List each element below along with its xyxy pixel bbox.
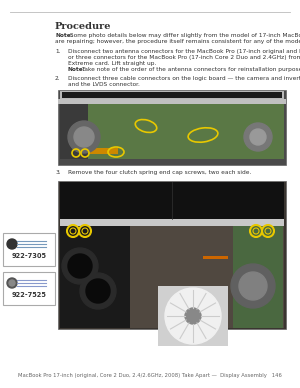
Text: Procedure: Procedure: [55, 22, 112, 31]
Circle shape: [7, 278, 17, 288]
FancyBboxPatch shape: [60, 91, 284, 99]
FancyBboxPatch shape: [60, 104, 88, 159]
Circle shape: [80, 273, 116, 309]
Circle shape: [7, 239, 17, 249]
FancyBboxPatch shape: [58, 99, 286, 104]
Text: Note:: Note:: [68, 67, 86, 72]
Text: 922-7305: 922-7305: [11, 253, 46, 259]
Circle shape: [231, 264, 275, 308]
Circle shape: [86, 279, 110, 303]
Text: Note:: Note:: [55, 33, 73, 38]
FancyBboxPatch shape: [3, 272, 55, 305]
Circle shape: [244, 123, 272, 151]
FancyBboxPatch shape: [158, 286, 228, 346]
FancyBboxPatch shape: [60, 226, 130, 328]
Text: Remove the four clutch spring end cap screws, two each side.: Remove the four clutch spring end cap sc…: [68, 170, 251, 175]
FancyBboxPatch shape: [60, 226, 284, 328]
Circle shape: [62, 248, 98, 284]
Circle shape: [68, 254, 92, 278]
FancyBboxPatch shape: [88, 148, 118, 154]
FancyBboxPatch shape: [60, 104, 284, 159]
Text: 3.: 3.: [55, 170, 61, 175]
Circle shape: [239, 272, 267, 300]
Circle shape: [250, 129, 266, 145]
FancyBboxPatch shape: [58, 181, 286, 329]
Text: or three connectors for the MacBook Pro (17-inch Core 2 Duo and 2.4GHz) from the: or three connectors for the MacBook Pro …: [68, 55, 300, 60]
Circle shape: [74, 127, 94, 147]
FancyBboxPatch shape: [233, 226, 283, 328]
Text: Disconnect two antenna connectors for the MacBook Pro (17-inch original and Earl: Disconnect two antenna connectors for th…: [68, 49, 300, 54]
Circle shape: [165, 288, 221, 344]
FancyBboxPatch shape: [60, 182, 284, 220]
Circle shape: [68, 121, 100, 153]
Circle shape: [9, 280, 15, 286]
FancyBboxPatch shape: [3, 233, 55, 266]
FancyBboxPatch shape: [62, 92, 282, 98]
Text: Disconnect three cable connectors on the logic board — the camera and inverter c: Disconnect three cable connectors on the…: [68, 76, 300, 81]
Text: are repairing; however, the procedure itself remains consistent for any of the m: are repairing; however, the procedure it…: [55, 40, 300, 45]
Text: 1.: 1.: [55, 49, 61, 54]
FancyBboxPatch shape: [58, 90, 286, 165]
Text: Take note of the order of the antenna connectors for reinstallation purposes.: Take note of the order of the antenna co…: [80, 67, 300, 72]
Circle shape: [185, 308, 201, 324]
FancyBboxPatch shape: [60, 219, 284, 226]
Text: MacBook Pro 17-inch (original, Core 2 Duo, 2.4/2.6GHz, 2008) Take Apart —  Displ: MacBook Pro 17-inch (original, Core 2 Du…: [18, 372, 282, 378]
Text: 922-7525: 922-7525: [12, 292, 46, 298]
Text: Some photo details below may differ slightly from the model of 17-inch MacBook P: Some photo details below may differ slig…: [68, 33, 300, 38]
FancyBboxPatch shape: [203, 256, 228, 259]
Text: Extreme card. Lift straight up.: Extreme card. Lift straight up.: [68, 61, 156, 66]
Text: and the LVDS connector.: and the LVDS connector.: [68, 82, 140, 87]
Text: 2.: 2.: [55, 76, 61, 81]
